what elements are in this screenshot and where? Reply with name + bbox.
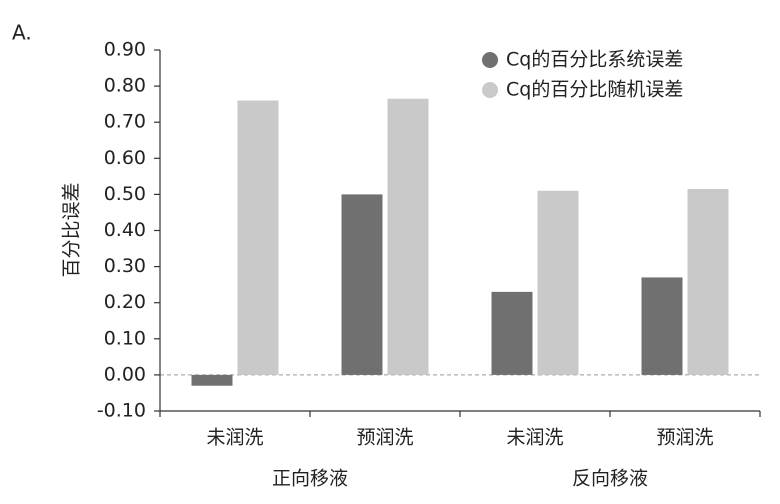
y-tick-label: -0.10 (97, 400, 146, 422)
y-axis-label: 百分比误差 (61, 182, 83, 277)
legend-swatch (482, 52, 498, 68)
x-tick-label: 预润洗 (656, 427, 713, 449)
bar (537, 190, 579, 375)
y-tick-label: 0.40 (104, 219, 146, 241)
y-tick-label: 0.20 (104, 291, 146, 313)
y-tick-label: 0.90 (104, 39, 146, 61)
x-tick-label: 未润洗 (206, 427, 263, 449)
group-label: 正向移液 (272, 468, 348, 490)
bar (387, 98, 429, 375)
legend-swatch (482, 82, 498, 98)
y-tick-label: 0.60 (104, 147, 146, 169)
group-label: 反向移液 (572, 468, 648, 490)
x-tick-label: 未润洗 (506, 427, 563, 449)
legend-label: Cq的百分比随机误差 (506, 79, 683, 101)
y-tick-label: 0.70 (104, 111, 146, 133)
legend-label: Cq的百分比系统误差 (506, 49, 683, 71)
y-tick-label: 0.10 (104, 327, 146, 349)
bar (237, 100, 279, 375)
y-tick-label: 0.00 (104, 363, 146, 385)
bar (687, 188, 729, 375)
x-tick-label: 预润洗 (356, 427, 413, 449)
y-tick-label: 0.30 (104, 255, 146, 277)
bar (341, 194, 383, 375)
bar (491, 291, 533, 375)
bar (641, 277, 683, 375)
y-tick-label: 0.50 (104, 183, 146, 205)
bar (191, 374, 233, 386)
y-tick-label: 0.80 (104, 75, 146, 97)
panel-label: A. (12, 21, 32, 45)
